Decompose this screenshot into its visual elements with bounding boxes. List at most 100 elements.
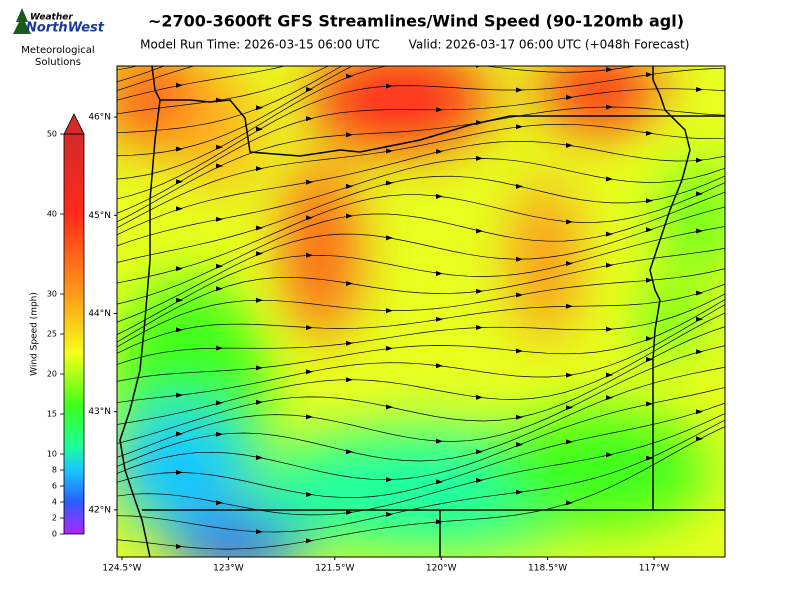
stream-arrow	[566, 439, 573, 445]
stream-arrow	[436, 316, 443, 322]
stream-arrow	[256, 251, 263, 257]
stream-arrow	[646, 130, 653, 136]
stream-arrow	[176, 392, 183, 398]
stream-arrow	[516, 442, 523, 448]
stream-arrow	[306, 87, 313, 92]
stream-arrow	[606, 231, 613, 237]
stream-arrow	[566, 303, 573, 309]
colorbar-tick-label: 4	[52, 498, 57, 507]
colorbar-tick-label: 50	[47, 130, 57, 139]
stream-arrow	[386, 345, 393, 351]
stream-arrow	[216, 286, 223, 292]
colorbar-tick-label: 25	[47, 330, 57, 339]
stream-arrow	[516, 183, 523, 189]
colorbar-tick-label: 2	[52, 514, 57, 523]
stream-arrow	[606, 395, 613, 401]
streamline	[117, 191, 725, 305]
colorbar-tick-label: 0	[52, 530, 57, 539]
stream-arrow	[306, 492, 313, 497]
streamline	[117, 345, 725, 458]
stream-arrow	[346, 183, 353, 189]
valid-time: Valid: 2026-03-17 06:00 UTC (+048h Forec…	[409, 38, 690, 52]
stream-arrow	[386, 148, 393, 154]
streamline	[117, 226, 725, 336]
colorbar-tick-label: 8	[52, 466, 57, 475]
stream-arrow	[346, 213, 353, 219]
stream-arrow	[696, 191, 703, 197]
stream-arrow	[216, 263, 223, 269]
streamline	[117, 366, 725, 467]
streamline	[117, 304, 725, 403]
stream-arrow	[386, 511, 393, 517]
stream-arrow	[606, 176, 613, 182]
stream-arrow	[216, 400, 223, 406]
colorbar-tick-label: 40	[47, 210, 57, 219]
stream-arrow	[646, 336, 653, 342]
stream-arrow	[306, 369, 313, 375]
stream-arrow	[566, 142, 573, 148]
y-tick-label: 43°N	[88, 407, 111, 417]
stream-arrow	[386, 180, 393, 186]
stream-arrow	[306, 538, 313, 544]
stream-arrow	[696, 316, 703, 322]
streamline	[117, 283, 725, 354]
stream-arrow	[306, 116, 313, 122]
logo-caption: Solutions	[35, 57, 81, 68]
stream-arrow	[436, 107, 443, 113]
stream-arrow	[346, 281, 353, 286]
stream-arrow	[696, 87, 703, 92]
stream-arrow	[606, 262, 613, 268]
stream-arrow	[516, 348, 523, 354]
streamline	[117, 67, 725, 200]
stream-arrow	[176, 179, 183, 185]
stream-arrow	[176, 431, 183, 437]
x-tick-label: 118.5°W	[528, 564, 567, 574]
y-tick-label: 44°N	[88, 309, 111, 319]
streamline	[117, 299, 725, 382]
stream-arrow	[176, 469, 183, 475]
stream-arrow	[216, 163, 223, 169]
stream-arrow	[306, 414, 313, 420]
stream-arrow	[216, 216, 223, 222]
stream-arrow	[696, 290, 703, 296]
stream-arrow	[256, 529, 263, 535]
stream-arrow	[646, 455, 653, 461]
stream-arrow	[696, 228, 703, 234]
streamline	[117, 402, 725, 498]
y-tick-label: 45°N	[88, 211, 111, 221]
streamline	[117, 66, 287, 101]
stream-arrow	[386, 83, 393, 89]
streamline	[117, 312, 725, 425]
streamline	[117, 182, 725, 284]
stream-arrow	[436, 1, 443, 6]
streamlines	[117, 0, 725, 550]
stream-arrow	[646, 72, 653, 78]
y-tick-label: 46°N	[88, 113, 111, 123]
stream-arrow	[306, 57, 313, 62]
stream-arrow	[306, 0, 313, 2]
stream-arrow	[606, 67, 613, 73]
stream-arrow	[346, 449, 353, 455]
stream-arrow	[476, 155, 483, 161]
stream-arrow	[176, 146, 183, 152]
stream-arrow	[256, 166, 263, 172]
stream-arrow	[476, 394, 483, 400]
stream-arrow	[256, 365, 263, 371]
stream-arrow	[256, 455, 263, 461]
stream-arrow	[176, 266, 183, 272]
stream-arrow	[516, 414, 523, 420]
stream-arrow	[696, 436, 703, 442]
stream-arrow	[306, 179, 313, 185]
stream-arrow	[386, 235, 393, 241]
streamline	[117, 88, 725, 214]
colorbar-tick-label: 10	[47, 450, 57, 459]
colorbar-label: Wind Speed (mph)	[30, 292, 40, 376]
logo-caption: Meteorological	[21, 45, 94, 56]
colorbar-tick-label: 20	[47, 370, 57, 379]
stream-arrow	[256, 105, 263, 111]
stream-arrow	[256, 225, 263, 231]
stream-arrow	[476, 228, 483, 234]
stream-arrow	[476, 477, 483, 483]
x-tick-label: 117°W	[639, 564, 670, 574]
stream-arrow	[176, 297, 183, 303]
